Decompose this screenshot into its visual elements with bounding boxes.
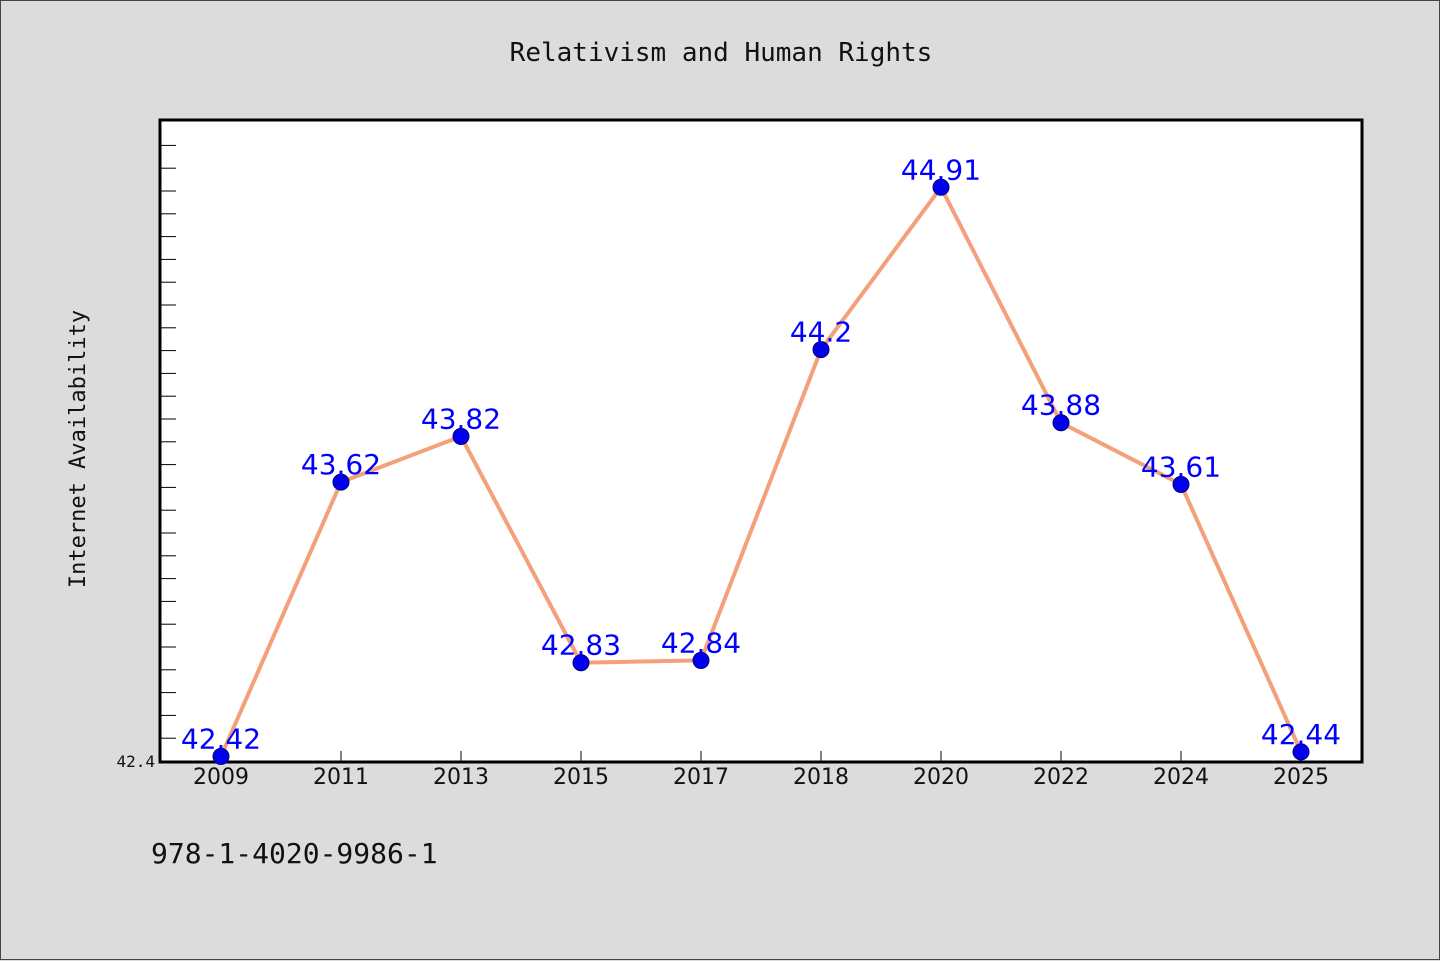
x-axis-tick-labels: 2009 2011 2013 2015 2017 2018 2020 2022 2024 2025 xyxy=(193,765,1329,790)
x-tick-label: 2009 xyxy=(193,765,249,790)
x-tick-label: 2015 xyxy=(553,765,609,790)
data-label: 43.62 xyxy=(301,448,381,481)
data-point xyxy=(812,341,830,359)
y-tick-label: 42.4 xyxy=(116,752,155,771)
data-point xyxy=(212,747,230,765)
data-label: 44.91 xyxy=(901,153,981,186)
data-label: 43.82 xyxy=(421,402,501,435)
x-tick-label: 2024 xyxy=(1153,765,1209,790)
isbn-footer: 978-1-4020-9986-1 xyxy=(151,837,438,870)
y-axis-tick-labels: 42.4 xyxy=(116,752,155,771)
series-line xyxy=(219,185,1303,758)
data-label: 42.84 xyxy=(661,626,741,659)
data-labels: 42.42 43.62 43.82 42.83 42.84 44.2 44.91 43.88 4… xyxy=(181,153,1341,755)
x-tick-label: 2022 xyxy=(1033,765,1089,790)
data-point xyxy=(1292,743,1310,761)
series-markers xyxy=(212,178,1310,765)
data-point xyxy=(572,654,590,672)
data-label: 44.2 xyxy=(790,316,852,349)
y-axis-label: Internet Availability xyxy=(66,310,91,588)
data-point xyxy=(692,651,710,669)
data-label: 43.61 xyxy=(1141,450,1221,483)
data-point xyxy=(452,427,470,445)
data-label: 43.88 xyxy=(1021,389,1101,422)
data-point xyxy=(1052,414,1070,432)
x-tick-label: 2020 xyxy=(913,765,969,790)
x-tick-label: 2013 xyxy=(433,765,489,790)
y-axis-ticks xyxy=(161,144,176,762)
data-label: 42.42 xyxy=(181,722,261,755)
chart-title: Relativism and Human Rights xyxy=(510,38,933,68)
x-tick-label: 2011 xyxy=(313,765,369,790)
data-point xyxy=(1172,475,1190,493)
data-point xyxy=(332,473,350,491)
data-point xyxy=(932,178,950,196)
data-label: 42.44 xyxy=(1261,718,1341,751)
plot-area xyxy=(158,118,1364,764)
x-tick-label: 2025 xyxy=(1273,765,1329,790)
data-label: 42.83 xyxy=(541,629,621,662)
x-tick-label: 2018 xyxy=(793,765,849,790)
x-tick-label: 2017 xyxy=(673,765,729,790)
